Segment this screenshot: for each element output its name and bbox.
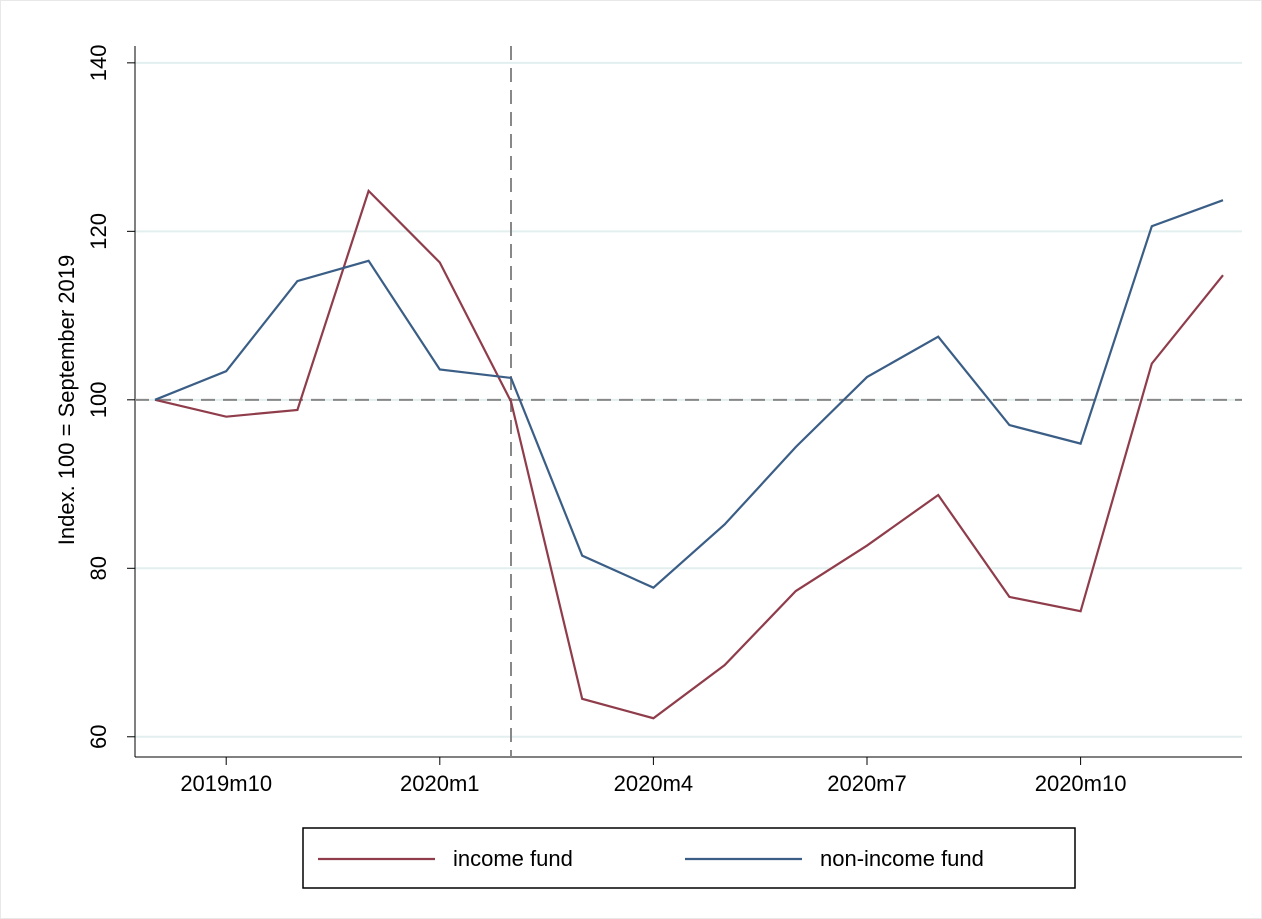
series-line: [154, 199, 1224, 589]
y-tick-label: 80: [86, 556, 111, 580]
y-axis-title: Index. 100 = September 2019: [54, 255, 79, 546]
y-tick-label: 140: [86, 44, 111, 81]
y-tick-label: 120: [86, 213, 111, 250]
legend-label: income fund: [453, 846, 573, 871]
x-tick-label: 2020m7: [827, 771, 907, 796]
series-line: [154, 188, 1224, 720]
x-tick-label: 2020m1: [400, 771, 480, 796]
y-tick-label: 100: [86, 381, 111, 418]
legend-label: non-income fund: [820, 846, 984, 871]
x-tick-label: 2020m10: [1035, 771, 1127, 796]
y-tick-label: 60: [86, 725, 111, 749]
x-tick-label: 2020m4: [614, 771, 694, 796]
x-tick-label: 2019m10: [180, 771, 272, 796]
